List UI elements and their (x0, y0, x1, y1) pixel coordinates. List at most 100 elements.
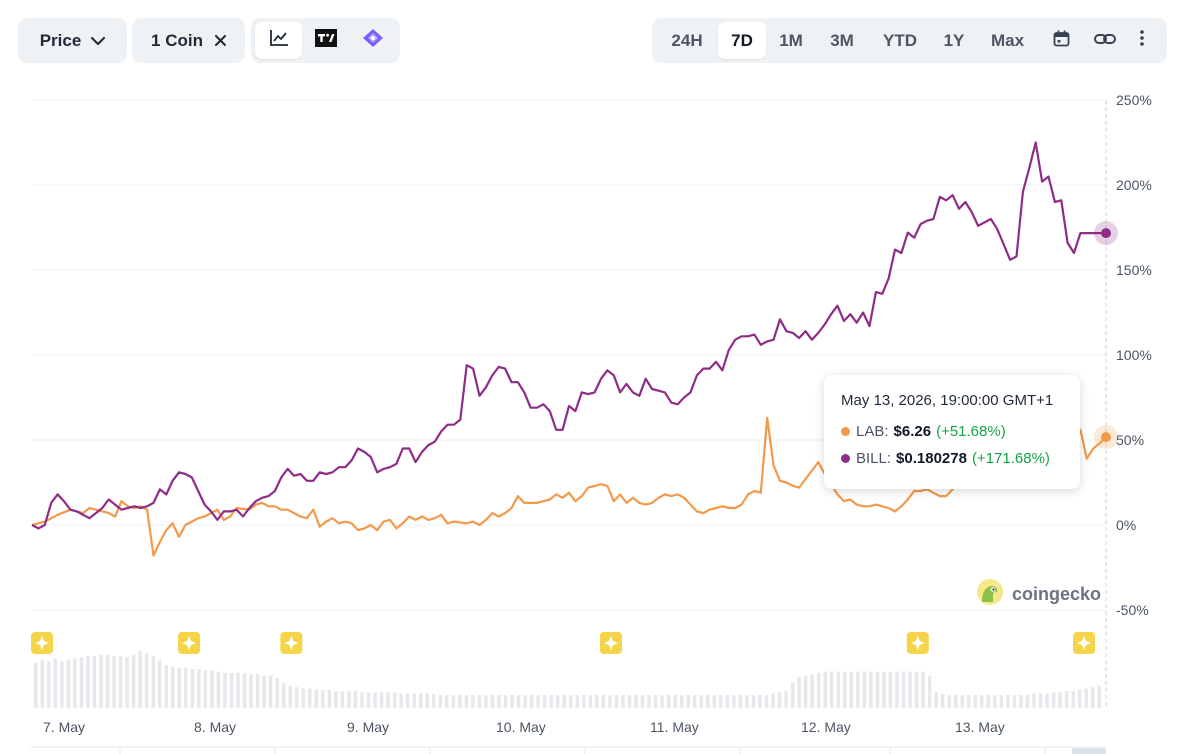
volume-bar (569, 695, 573, 708)
volume-bar (255, 674, 260, 708)
volume-bar (516, 695, 521, 708)
volume-bar (236, 672, 240, 708)
volume-bar (895, 671, 899, 708)
y-tick-label: 250% (1116, 92, 1152, 108)
volume-bar (1071, 691, 1075, 708)
volume-bar (529, 695, 534, 708)
volume-bar (301, 688, 306, 708)
range-1y-button[interactable]: 1Y (943, 30, 965, 50)
volume-bar (803, 675, 808, 708)
chart-toolbar: Price 1 Coin 24H 7D 1M 3M (18, 18, 1167, 63)
volume-bar (940, 693, 945, 708)
hover-point-bill (1101, 228, 1111, 239)
volume-bar (379, 692, 384, 708)
event-marker-icon (1073, 632, 1096, 654)
volume-bar (281, 683, 286, 708)
volume-bar (986, 695, 991, 708)
volume-bar (210, 670, 214, 708)
volume-bar (934, 692, 938, 708)
volume-bar (373, 692, 377, 708)
event-marker-icon (280, 632, 303, 654)
volume-bar (953, 695, 958, 708)
volume-bar (190, 669, 195, 708)
volume-bar (947, 695, 951, 708)
volume-bar (1090, 687, 1095, 708)
compare-tool-button[interactable] (349, 22, 396, 59)
volume-bar (829, 671, 834, 708)
volume-bar (334, 691, 338, 708)
line-chart-button[interactable] (255, 22, 302, 59)
volume-bar (993, 695, 997, 708)
volume-bar (1038, 693, 1043, 708)
volume-bar (216, 671, 221, 708)
volume-bar (836, 671, 841, 708)
volume-bar (40, 659, 45, 708)
y-axis-labels: 250% 200% 150% 100% 50% 0% -50% (1116, 92, 1152, 618)
tooltip-series-change: (+51.68%) (936, 423, 1006, 440)
coin-amount-chip[interactable]: 1 Coin (132, 18, 245, 63)
volume-bar (738, 695, 743, 708)
chevron-down-icon (91, 31, 106, 51)
volume-bar (706, 695, 710, 708)
volume-bar (908, 671, 912, 708)
volume-bar (118, 656, 123, 708)
volume-bar (653, 695, 658, 708)
share-link-button[interactable] (1083, 22, 1127, 59)
volume-bar (660, 695, 664, 708)
volume-bar (431, 693, 436, 708)
volume-bar (856, 671, 860, 708)
volume-bar (1084, 688, 1088, 708)
volume-bar (438, 695, 443, 708)
volume-bar (60, 661, 64, 708)
volume-bar (294, 687, 299, 708)
volume-bar (869, 671, 873, 708)
range-3m-button[interactable]: 3M (830, 30, 854, 50)
tooltip-series-name: LAB (856, 423, 885, 440)
volume-bar (164, 665, 169, 708)
volume-bar (308, 688, 312, 708)
tradingview-icon (314, 29, 337, 52)
volume-bar (797, 676, 801, 708)
y-tick-label: 200% (1116, 177, 1152, 193)
range-ytd-button[interactable]: YTD (883, 30, 917, 50)
event-marker-icon (178, 632, 201, 654)
price-dropdown[interactable]: Price (18, 18, 127, 63)
volume-bar (875, 671, 880, 708)
volume-bar (249, 674, 253, 708)
volume-bar (177, 667, 182, 708)
volume-bar (588, 695, 593, 708)
volume-bar (601, 695, 606, 708)
x-tick-label: 7. May (43, 719, 85, 735)
sparkle-icon (35, 636, 49, 650)
x-tick-label: 12. May (801, 719, 851, 735)
volume-bar (503, 695, 508, 708)
volume-bar (275, 678, 279, 708)
range-1m-button[interactable]: 1M (779, 30, 803, 50)
volume-bar (1032, 693, 1036, 708)
volume-bar (758, 695, 762, 708)
y-tick-label: 150% (1116, 262, 1152, 278)
volume-bar (1051, 692, 1056, 708)
range-max-button[interactable]: Max (990, 30, 1025, 50)
volume-bar (418, 693, 423, 708)
volume-bar (138, 650, 142, 708)
tradingview-button[interactable] (302, 22, 349, 59)
sparkle-icon (910, 636, 925, 650)
line-chart-icon (269, 29, 289, 52)
volume-bar (732, 695, 736, 708)
x-tick-label: 13. May (955, 719, 1005, 735)
volume-bar (99, 654, 103, 708)
sparkle-icon (603, 636, 618, 650)
volume-bar (73, 658, 77, 708)
volume-bar (980, 695, 984, 708)
volume-bar (464, 695, 469, 708)
volume-bar (1097, 685, 1101, 708)
close-icon[interactable] (214, 31, 226, 51)
volume-bar (882, 671, 886, 708)
volume-bar (542, 695, 547, 708)
range-7d-button[interactable]: 7D (718, 22, 766, 59)
range-24h-button[interactable]: 24H (671, 30, 703, 50)
more-options-button[interactable] (1127, 22, 1157, 59)
date-picker-button[interactable] (1039, 22, 1083, 59)
